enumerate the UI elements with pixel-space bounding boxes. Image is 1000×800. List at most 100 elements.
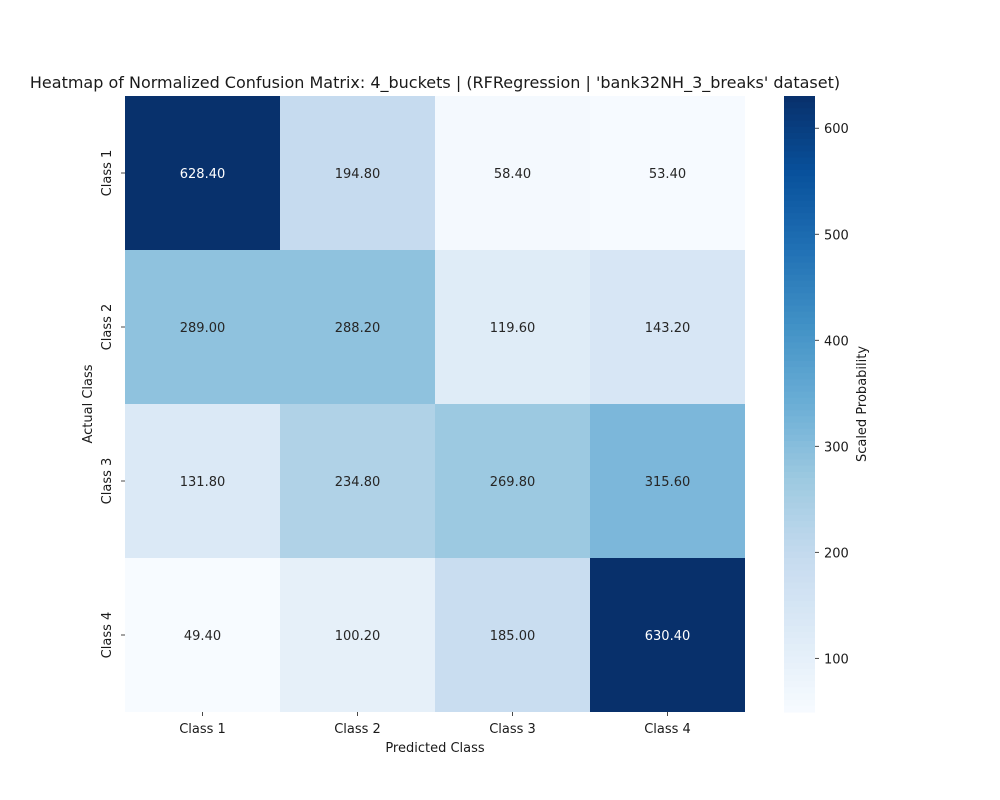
colorbar-segment — [784, 410, 815, 417]
x-tick-label-4: Class 4 — [644, 722, 691, 737]
cell-value-r4-c1: 49.40 — [184, 629, 221, 644]
cell-r3-c3 — [435, 404, 590, 558]
colorbar-segment — [784, 188, 815, 196]
colorbar-segment — [784, 108, 815, 116]
colorbar-segment — [784, 102, 815, 109]
colorbar-segment — [784, 336, 815, 343]
x-axis-ticks: Class 1 Class 2 Class 3 Class 4 — [179, 712, 691, 737]
colorbar-tick-label-1: 100 — [824, 652, 849, 667]
cell-r3-c4 — [590, 404, 745, 558]
colorbar-segment — [784, 422, 815, 430]
colorbar-segment — [784, 151, 815, 159]
cell-r2-c2 — [280, 250, 435, 404]
colorbar-segment — [784, 539, 815, 547]
cell-r1-c2 — [280, 96, 435, 250]
colorbar-segment — [784, 601, 815, 608]
colorbar-segment — [784, 237, 815, 245]
colorbar-segment — [784, 588, 815, 596]
cell-r3-c2 — [280, 404, 435, 558]
colorbar-segment — [784, 693, 815, 701]
x-tick-label-1: Class 1 — [179, 722, 226, 737]
colorbar-segment — [784, 514, 815, 522]
colorbar-segment — [784, 619, 815, 627]
colorbar-segment — [784, 379, 815, 387]
colorbar-segment — [784, 200, 815, 208]
colorbar-segment — [784, 311, 815, 319]
cell-value-r1-c1: 628.40 — [180, 167, 226, 182]
cell-r2-c1 — [125, 250, 280, 404]
cell-r1-c1 — [125, 96, 280, 250]
colorbar-segment — [784, 570, 815, 578]
colorbar-segment — [784, 120, 815, 128]
cell-value-r3-c4: 315.60 — [645, 475, 691, 490]
cell-value-r2-c2: 288.20 — [335, 321, 381, 336]
colorbar-segment — [784, 262, 815, 270]
colorbar-segment — [784, 545, 815, 553]
heatmap-cells: 628.40 194.80 58.40 53.40 289.00 288.20 119.60… — [125, 96, 745, 712]
colorbar-segment — [784, 440, 815, 448]
colorbar-segment — [784, 631, 815, 639]
colorbar-segment — [784, 342, 815, 350]
colorbar-segment — [784, 644, 815, 651]
colorbar-segment — [784, 594, 815, 602]
colorbar-tick-label-6: 600 — [824, 122, 849, 137]
colorbar-segment — [784, 397, 815, 405]
colorbar-segment — [784, 551, 815, 559]
colorbar-segment — [784, 323, 815, 331]
colorbar-segment — [784, 132, 815, 140]
colorbar-segment — [784, 650, 815, 658]
colorbar-segment — [784, 477, 815, 485]
colorbar-segment — [784, 681, 815, 688]
colorbar-segment — [784, 527, 815, 534]
colorbar-segment — [784, 496, 815, 504]
colorbar-segment — [784, 206, 815, 214]
y-axis-ticks: Class 1 Class 2 Class 3 Class 4 — [100, 150, 125, 658]
colorbar-segment — [784, 558, 815, 565]
cell-value-r1-c2: 194.80 — [335, 167, 381, 182]
colorbar-segment — [784, 348, 815, 356]
colorbar-segment — [784, 373, 815, 380]
cell-value-r1-c3: 58.40 — [494, 167, 531, 182]
colorbar: 100 200 300 400 500 600 — [784, 96, 849, 713]
cell-r4-c4 — [590, 558, 745, 712]
cell-r4-c1 — [125, 558, 280, 712]
colorbar-segment — [784, 508, 815, 516]
colorbar-segment — [784, 163, 815, 171]
colorbar-segment — [784, 434, 815, 442]
cell-r4-c3 — [435, 558, 590, 712]
colorbar-segment — [784, 243, 815, 251]
colorbar-segment — [784, 533, 815, 541]
colorbar-segment — [784, 656, 815, 664]
colorbar-segment — [784, 176, 815, 183]
colorbar-segment — [784, 662, 815, 670]
colorbar-segment — [784, 705, 815, 713]
colorbar-segment — [784, 114, 815, 122]
cell-value-r2-c1: 289.00 — [180, 321, 226, 336]
colorbar-segment — [784, 668, 815, 676]
colorbar-segment — [784, 607, 815, 615]
chart-title: Heatmap of Normalized Confusion Matrix: … — [30, 73, 840, 93]
y-axis-label: Actual Class — [81, 364, 96, 443]
colorbar-segment — [784, 521, 815, 528]
colorbar-segment — [784, 250, 815, 257]
colorbar-segment — [784, 471, 815, 479]
colorbar-segment — [784, 484, 815, 491]
colorbar-segment — [784, 416, 815, 424]
colorbar-segment — [784, 293, 815, 300]
colorbar-segment — [784, 490, 815, 497]
colorbar-segment — [784, 145, 815, 153]
colorbar-segment — [784, 367, 815, 374]
colorbar-segment — [784, 169, 815, 177]
colorbar-segment — [784, 157, 815, 165]
colorbar-segment — [784, 219, 815, 226]
colorbar-segment — [784, 613, 815, 621]
x-tick-label-2: Class 2 — [334, 722, 381, 737]
y-tick-label-1: Class 1 — [100, 150, 115, 197]
colorbar-segment — [784, 256, 815, 263]
colorbar-segment — [784, 280, 815, 288]
colorbar-segment — [784, 194, 815, 202]
cell-value-r4-c2: 100.20 — [335, 629, 381, 644]
colorbar-segment — [784, 687, 815, 695]
colorbar-segment — [784, 699, 815, 707]
